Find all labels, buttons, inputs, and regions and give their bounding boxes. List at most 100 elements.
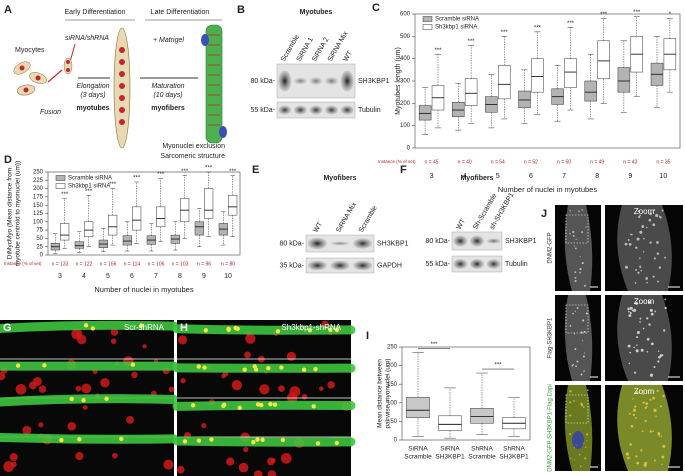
cell-zoom: [617, 385, 672, 471]
puncta: [578, 210, 580, 213]
y-tick-label: 0: [407, 146, 411, 152]
box: [406, 396, 430, 418]
x-tick-label: Scramble: [404, 454, 432, 461]
background-nucleus: [327, 381, 335, 389]
myonucleus: [203, 328, 209, 333]
myonucleus: [196, 364, 201, 369]
puncta: [656, 241, 659, 244]
myonucleus: [81, 397, 86, 403]
myonucleus: [279, 365, 284, 370]
legend-label: Sh3kbp1 siRNA: [435, 25, 477, 31]
puncta: [643, 251, 645, 253]
puncta: [639, 265, 642, 268]
puncta: [574, 310, 576, 312]
puncta: [580, 331, 583, 334]
puncta: [575, 238, 577, 240]
puncta: [572, 363, 574, 366]
puncta: [653, 459, 656, 462]
blot-band: [330, 260, 350, 271]
puncta: [639, 230, 643, 234]
box: [531, 58, 544, 93]
myonucleus: [255, 437, 260, 442]
x-tick-label: 5: [106, 273, 110, 280]
puncta: [585, 446, 587, 448]
y-tick-label: 400: [400, 56, 411, 62]
myonucleus: [235, 326, 240, 332]
puncta: [640, 269, 643, 272]
puncta: [657, 360, 660, 363]
myonucleus: [272, 402, 278, 407]
background-nucleus: [131, 371, 138, 379]
legend-swatch: [55, 175, 66, 181]
puncta: [646, 281, 648, 284]
puncta: [634, 417, 637, 419]
puncta: [653, 408, 657, 412]
panel-letter: B: [237, 4, 245, 16]
y-tick-label: 250: [387, 345, 398, 351]
puncta: [635, 349, 639, 353]
x-tick-label: 3: [430, 173, 434, 180]
label: Myocytes: [15, 47, 45, 54]
label: Sarcomeric structure: [160, 153, 225, 160]
x-tick-label: SH3KBP1: [499, 454, 529, 461]
myonucleus: [15, 363, 21, 368]
y-axis-label: Myotubes length (um): [395, 47, 402, 115]
cell: [564, 385, 593, 471]
puncta: [575, 365, 577, 368]
panel-letter: G: [3, 322, 12, 334]
puncta: [585, 312, 588, 315]
puncta: [649, 398, 652, 401]
x-tick-label: 3: [58, 273, 62, 280]
puncta: [569, 414, 572, 417]
blot-band: [453, 235, 468, 247]
blot-band: [340, 105, 354, 115]
puncta: [573, 459, 575, 461]
background-nucleus: [280, 453, 292, 464]
puncta: [646, 337, 650, 341]
blot-band: [453, 258, 468, 270]
blot-band: [325, 77, 339, 85]
puncta: [634, 371, 637, 374]
myonucleus: [59, 437, 64, 443]
background-nucleus: [126, 415, 134, 424]
puncta: [642, 393, 644, 396]
significance: ***: [133, 176, 141, 182]
x-tick-label: ShRNA: [471, 446, 493, 453]
stage: Early Differentiation: [65, 9, 126, 16]
puncta: [569, 457, 571, 459]
n-label: n = 133: [52, 261, 69, 267]
n-label: n = 166: [100, 261, 117, 267]
puncta: [582, 355, 585, 358]
puncta: [646, 226, 648, 229]
myonucleus: [104, 396, 109, 402]
puncta: [576, 360, 579, 363]
puncta: [656, 252, 660, 255]
puncta: [645, 277, 648, 280]
background-nucleus: [76, 334, 87, 345]
myonucleus: [90, 326, 96, 331]
significance: ***: [109, 182, 117, 188]
y-tick-label: 25: [36, 244, 43, 250]
panel-letter: I: [366, 330, 369, 342]
y-axis-label: DiMycMyo (Mean distance from: [7, 168, 14, 259]
blot-band: [470, 235, 484, 247]
puncta: [656, 389, 659, 393]
stage: Late Differentiation: [151, 9, 210, 16]
y-tick-label: 500: [400, 34, 411, 40]
puncta: [639, 257, 641, 259]
myotube: [113, 27, 131, 149]
label: myotubes: [76, 105, 109, 112]
puncta: [645, 402, 648, 405]
background-nucleus: [38, 385, 47, 393]
zoom-label: Zoom: [634, 387, 655, 396]
puncta: [628, 362, 631, 365]
x-tick-label: SiRNA: [440, 446, 460, 453]
background-nucleus: [201, 423, 207, 429]
n-label: n = 54: [491, 159, 505, 165]
puncta: [576, 307, 579, 309]
panel-letter: J: [541, 208, 547, 220]
puncta: [636, 331, 640, 335]
puncta: [627, 344, 631, 348]
row-label: Flag-SH3KBP1: [548, 317, 554, 358]
